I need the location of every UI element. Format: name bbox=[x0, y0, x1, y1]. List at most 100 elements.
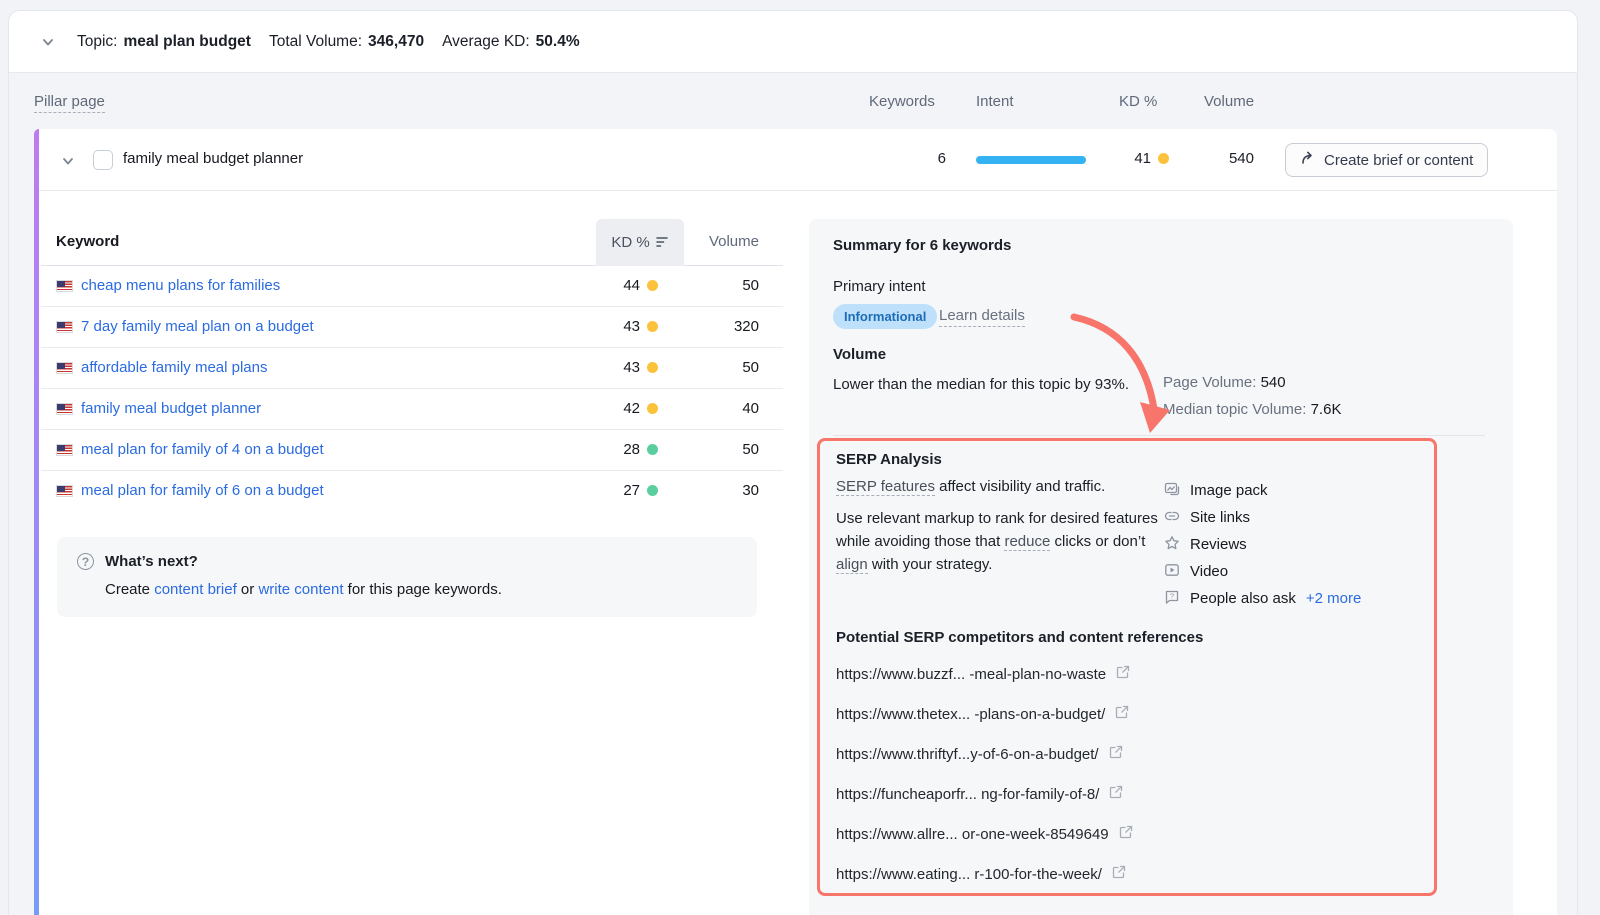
intent-bar bbox=[976, 156, 1086, 164]
table-row: 7 day family meal plan on a budget 43 32… bbox=[41, 307, 783, 348]
competitor-url: https://www.allre... or-one-week-8549649 bbox=[836, 825, 1109, 843]
list-item: Site links bbox=[1164, 504, 1361, 531]
kd-dot-icon bbox=[647, 444, 658, 455]
divider bbox=[833, 435, 1485, 436]
pillar-page-title: family meal budget planner bbox=[123, 150, 304, 167]
list-item: https://www.buzzf... -meal-plan-no-waste bbox=[836, 663, 1134, 685]
list-item: https://www.eating... r-100-for-the-week… bbox=[836, 863, 1134, 885]
median-topic-volume: Median topic Volume: 7.6K bbox=[1163, 401, 1342, 418]
column-header-volume: Volume bbox=[1204, 93, 1255, 110]
header-keyword: Keyword bbox=[56, 233, 120, 250]
external-link-icon[interactable] bbox=[1111, 864, 1127, 884]
people-also-ask-icon: ? bbox=[1164, 589, 1180, 609]
column-header-keywords: Keywords bbox=[869, 93, 935, 110]
competitor-url: https://www.thetex... -plans-on-a-budget… bbox=[836, 705, 1106, 723]
serp-analysis-title: SERP Analysis bbox=[836, 451, 942, 468]
sort-descending-icon bbox=[655, 234, 669, 251]
topic-card: Topic: meal plan budget Total Volume: 34… bbox=[8, 10, 1578, 915]
page-volume: Page Volume: 540 bbox=[1163, 374, 1286, 391]
competitors-title: Potential SERP competitors and content r… bbox=[836, 629, 1204, 646]
create-brief-button[interactable]: Create brief or content bbox=[1285, 143, 1489, 177]
list-item: Reviews bbox=[1164, 531, 1361, 558]
list-item: ? People also ask +2 more bbox=[1164, 585, 1361, 612]
column-header-intent: Intent bbox=[976, 93, 1014, 110]
keyword-link[interactable]: meal plan for family of 6 on a budget bbox=[56, 482, 324, 499]
table-row: affordable family meal plans 43 50 bbox=[41, 348, 783, 389]
kd-dot-icon bbox=[647, 485, 658, 496]
align-term[interactable]: align bbox=[836, 556, 868, 574]
reduce-term[interactable]: reduce bbox=[1004, 533, 1051, 551]
table-row: meal plan for family of 6 on a budget 27… bbox=[41, 471, 783, 512]
more-features-link[interactable]: +2 more bbox=[1305, 590, 1362, 607]
volume-value: 40 bbox=[742, 400, 759, 417]
serp-features-term[interactable]: SERP features bbox=[836, 478, 935, 496]
total-volume: Total Volume: 346,470 bbox=[268, 32, 425, 50]
keyword-link[interactable]: affordable family meal plans bbox=[56, 359, 268, 376]
header-kd-sort[interactable]: KD % bbox=[596, 219, 684, 266]
external-link-icon[interactable] bbox=[1118, 824, 1134, 844]
keyword-table: Keyword KD % Volume cheap menu plans for… bbox=[41, 219, 783, 512]
kd-dot-icon bbox=[647, 403, 658, 414]
volume-value: 30 bbox=[742, 482, 759, 499]
serp-analysis-highlight-box: SERP Analysis SERP features affect visib… bbox=[817, 438, 1437, 896]
chevron-down-icon[interactable] bbox=[61, 154, 75, 168]
external-link-icon[interactable] bbox=[1114, 704, 1130, 724]
whats-next-text: Create content brief or write content fo… bbox=[105, 581, 502, 598]
external-link-icon[interactable] bbox=[1108, 784, 1124, 804]
competitor-url: https://funcheaporfr... ng-for-family-of… bbox=[836, 785, 1100, 803]
kd-dot-icon bbox=[1158, 153, 1169, 164]
share-arrow-icon bbox=[1300, 150, 1316, 170]
video-icon bbox=[1164, 562, 1180, 582]
image-pack-icon bbox=[1164, 481, 1180, 501]
competitor-url: https://www.eating... r-100-for-the-week… bbox=[836, 865, 1102, 883]
us-flag-icon bbox=[56, 402, 73, 415]
kd-dot-icon bbox=[647, 280, 658, 291]
volume-value: 50 bbox=[742, 441, 759, 458]
intent-badge[interactable]: Informational bbox=[833, 304, 938, 329]
pillar-kd-value: 41 bbox=[1069, 150, 1169, 167]
kd-value: 44 bbox=[558, 277, 658, 294]
pillar-section: Pillar page Keywords Intent KD % Volume … bbox=[9, 73, 1577, 915]
whats-next-title: What’s next? bbox=[105, 553, 198, 570]
pillar-page-card: family meal budget planner 6 41 540 Crea… bbox=[34, 129, 1557, 915]
kd-value: 28 bbox=[558, 441, 658, 458]
pillar-volume: 540 bbox=[1228, 150, 1254, 167]
question-circle-icon bbox=[77, 553, 94, 570]
pillar-row: family meal budget planner 6 41 540 Crea… bbox=[39, 129, 1557, 191]
learn-details-link[interactable]: Learn details bbox=[939, 307, 1025, 327]
list-item: Video bbox=[1164, 558, 1361, 585]
write-content-link[interactable]: write content bbox=[258, 581, 344, 598]
summary-title: Summary for 6 keywords bbox=[833, 237, 1012, 254]
row-checkbox[interactable] bbox=[93, 150, 113, 170]
external-link-icon[interactable] bbox=[1108, 744, 1124, 764]
list-item: https://www.thetex... -plans-on-a-budget… bbox=[836, 703, 1134, 725]
list-item: https://www.allre... or-one-week-8549649 bbox=[836, 823, 1134, 845]
list-item: https://www.thriftyf...y-of-6-on-a-budge… bbox=[836, 743, 1134, 765]
table-row: cheap menu plans for families 44 50 bbox=[41, 266, 783, 307]
volume-note: Lower than the median for this topic by … bbox=[833, 376, 1130, 393]
keyword-link[interactable]: cheap menu plans for families bbox=[56, 277, 280, 294]
whats-next-box: What’s next? Create content brief or wri… bbox=[57, 537, 757, 617]
competitor-url-list: https://www.buzzf... -meal-plan-no-waste… bbox=[836, 663, 1134, 903]
primary-intent-label: Primary intent bbox=[833, 278, 926, 295]
content-brief-link[interactable]: content brief bbox=[154, 581, 237, 598]
summary-panel: Summary for 6 keywords Primary intent In… bbox=[809, 219, 1513, 915]
keyword-link[interactable]: family meal budget planner bbox=[56, 400, 261, 417]
keyword-link[interactable]: meal plan for family of 4 on a budget bbox=[56, 441, 324, 458]
column-header-kd: KD % bbox=[1119, 93, 1158, 110]
chevron-down-icon[interactable] bbox=[41, 35, 55, 49]
pillar-page-label[interactable]: Pillar page bbox=[34, 93, 105, 113]
topic-header: Topic: meal plan budget Total Volume: 34… bbox=[9, 11, 1577, 73]
site-links-icon bbox=[1164, 508, 1180, 528]
external-link-icon[interactable] bbox=[1115, 664, 1131, 684]
serp-advice-paragraph: Use relevant markup to rank for desired … bbox=[836, 510, 1158, 574]
topic-name: Topic: meal plan budget bbox=[77, 32, 251, 50]
keywords-count: 6 bbox=[937, 150, 946, 167]
kd-value: 27 bbox=[558, 482, 658, 499]
list-item: https://funcheaporfr... ng-for-family-of… bbox=[836, 783, 1134, 805]
keyword-link[interactable]: 7 day family meal plan on a budget bbox=[56, 318, 314, 335]
kd-value: 43 bbox=[558, 318, 658, 335]
volume-section-label: Volume bbox=[833, 346, 887, 363]
kd-dot-icon bbox=[647, 362, 658, 373]
serp-features-line: SERP features affect visibility and traf… bbox=[836, 478, 1106, 496]
